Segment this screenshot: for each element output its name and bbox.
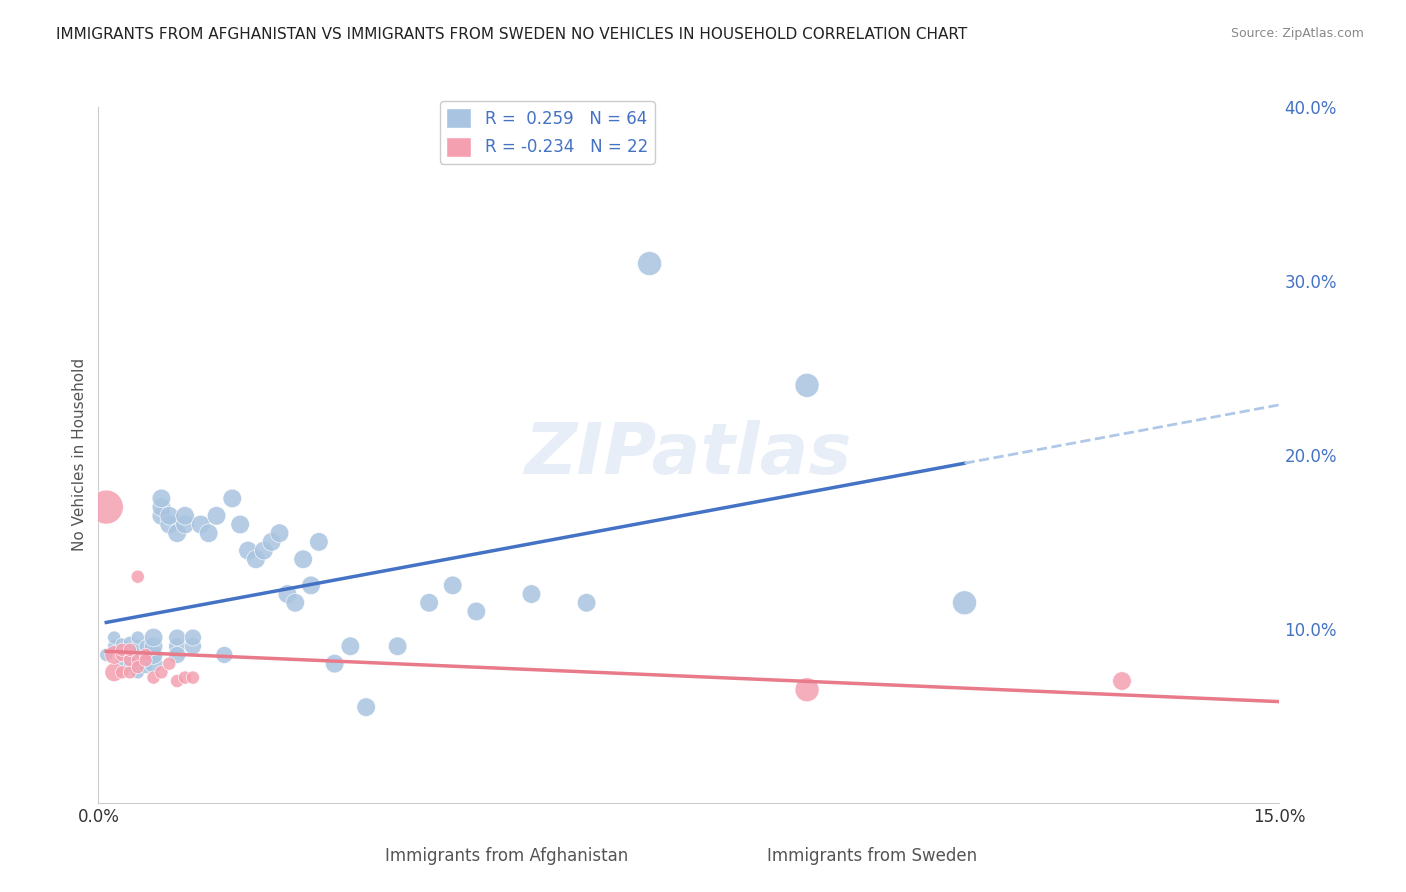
Text: IMMIGRANTS FROM AFGHANISTAN VS IMMIGRANTS FROM SWEDEN NO VEHICLES IN HOUSEHOLD C: IMMIGRANTS FROM AFGHANISTAN VS IMMIGRANT… [56, 27, 967, 42]
Point [135, 639, 157, 653]
Point [174, 517, 197, 532]
Point [166, 639, 188, 653]
Point [638, 256, 661, 270]
Point [354, 700, 377, 714]
Point [796, 378, 818, 392]
Text: Source: ZipAtlas.com: Source: ZipAtlas.com [1230, 27, 1364, 40]
Point [127, 660, 149, 674]
Point [135, 653, 157, 667]
Point [181, 639, 204, 653]
Text: Immigrants from Sweden: Immigrants from Sweden [766, 847, 977, 864]
Point [111, 642, 134, 657]
Point [150, 500, 173, 514]
Point [292, 552, 315, 566]
Text: Immigrants from Afghanistan: Immigrants from Afghanistan [384, 847, 628, 864]
Point [150, 508, 173, 523]
Point [520, 587, 543, 601]
Point [205, 508, 228, 523]
Point [111, 648, 134, 662]
Text: ZIPatlas: ZIPatlas [526, 420, 852, 490]
Point [157, 657, 180, 671]
Point [166, 631, 188, 645]
Point [111, 638, 134, 652]
Point [96, 648, 118, 662]
Point [103, 665, 125, 680]
Point [157, 508, 180, 523]
Point [323, 657, 346, 671]
Point [118, 665, 141, 680]
Point [142, 657, 165, 671]
Point [118, 642, 141, 657]
Point [387, 639, 409, 653]
Point [127, 665, 149, 680]
Point [127, 639, 149, 653]
Point [221, 491, 243, 506]
Point [135, 653, 157, 667]
Point [181, 631, 204, 645]
Point [127, 570, 149, 584]
Point [269, 526, 291, 541]
Point [197, 526, 219, 541]
Point [111, 642, 134, 657]
Point [103, 648, 125, 662]
Point [135, 646, 157, 660]
Point [174, 508, 197, 523]
Point [245, 552, 267, 566]
Point [142, 648, 165, 662]
Point [236, 543, 259, 558]
Point [174, 671, 197, 685]
Point [118, 658, 141, 673]
Point [111, 653, 134, 667]
Point [118, 636, 141, 650]
Point [142, 639, 165, 653]
Point [127, 631, 149, 645]
Point [127, 657, 149, 671]
Point [118, 648, 141, 662]
Point [166, 648, 188, 662]
Point [142, 631, 165, 645]
Point [103, 639, 125, 653]
Point [166, 674, 188, 689]
Point [142, 671, 165, 685]
Point [150, 491, 173, 506]
Point [575, 596, 598, 610]
Point [284, 596, 307, 610]
Y-axis label: No Vehicles in Household: No Vehicles in Household [72, 359, 87, 551]
Point [260, 534, 283, 549]
Point [441, 578, 464, 592]
Point [157, 517, 180, 532]
Point [953, 596, 976, 610]
Point [111, 665, 134, 680]
Point [796, 682, 818, 697]
Point [103, 631, 125, 645]
Point [214, 648, 236, 662]
Point [96, 500, 118, 514]
Point [229, 517, 252, 532]
Point [118, 653, 141, 667]
Point [166, 526, 188, 541]
Point [339, 639, 361, 653]
Point [181, 671, 204, 685]
Point [418, 596, 440, 610]
Point [135, 660, 157, 674]
Point [299, 578, 322, 592]
Point [253, 543, 276, 558]
Point [276, 587, 298, 601]
Point [135, 648, 157, 662]
Point [118, 642, 141, 657]
Point [465, 605, 488, 619]
Point [127, 648, 149, 662]
Point [150, 665, 173, 680]
Point [190, 517, 212, 532]
Point [308, 534, 330, 549]
Point [1111, 674, 1133, 689]
Legend: R =  0.259   N = 64, R = -0.234   N = 22: R = 0.259 N = 64, R = -0.234 N = 22 [440, 102, 655, 164]
Point [127, 653, 149, 667]
